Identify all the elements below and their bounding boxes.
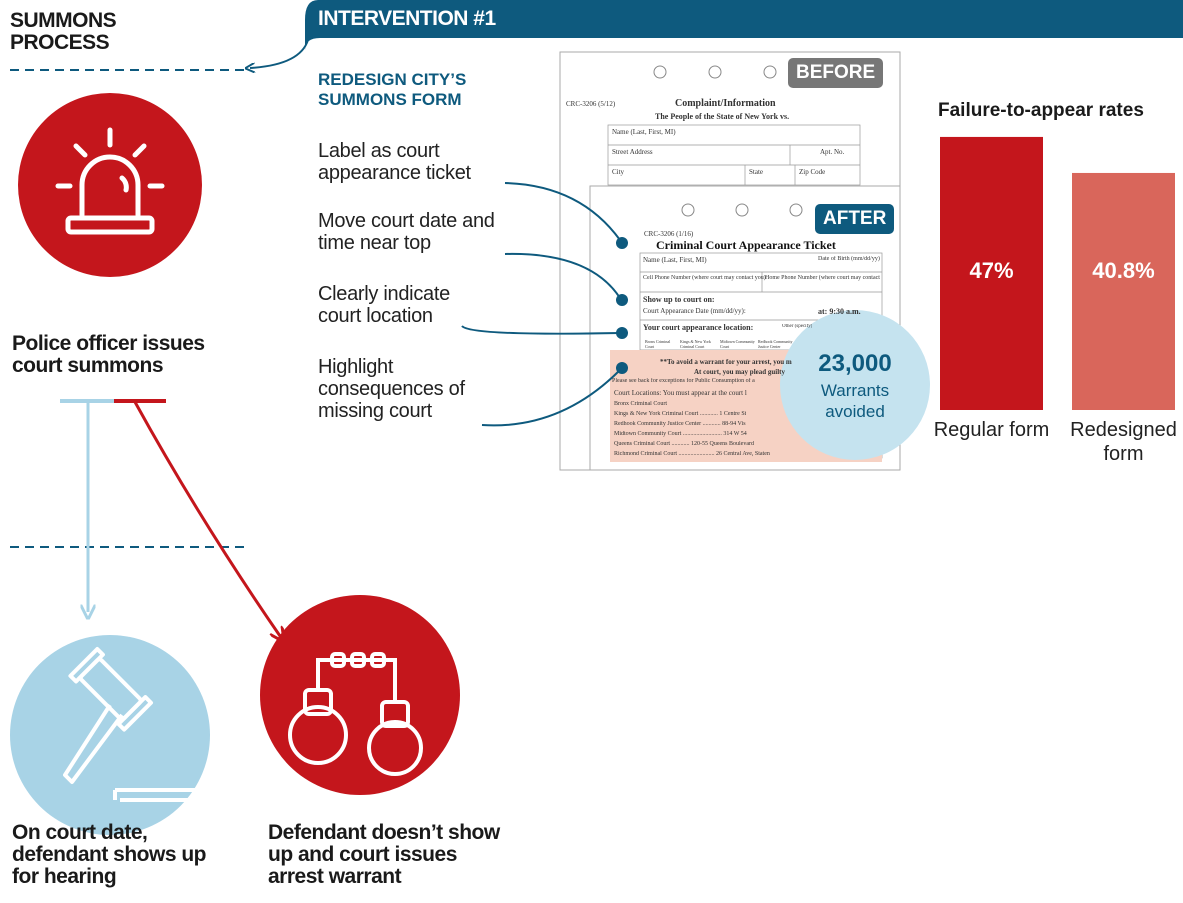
- form-field: Apt. No.: [820, 148, 844, 156]
- intervention-subtitle: REDESIGN CITY’S SUMMONS FORM: [318, 70, 493, 110]
- court-circle: [10, 635, 210, 835]
- form-field: Date of Birth (mm/dd/yy): [818, 256, 880, 262]
- outcome-label: On court date, defendant shows up for he…: [12, 822, 227, 888]
- outcome-label: Defendant doesn’t show up and court issu…: [268, 822, 513, 888]
- change-label: Move court date and time near top: [318, 210, 503, 254]
- form-field: Name (Last, First, MI): [612, 128, 676, 136]
- form-option: Redhook Community Justice Center: [758, 339, 798, 349]
- arrow: [250, 40, 308, 68]
- court-entry: Richmond Criminal Court ................…: [614, 451, 770, 457]
- form-code: CRC-3206 (5/12): [566, 100, 615, 108]
- form-field: Cell Phone Number (where court may conta…: [643, 275, 766, 281]
- form-subtitle: The People of the State of New York vs.: [655, 112, 789, 121]
- form-title: Complaint/Information: [675, 98, 776, 109]
- court-entry: Kings & New York Criminal Court ........…: [614, 411, 746, 417]
- graphics: [0, 0, 1183, 903]
- form-field: Zip Code: [799, 168, 825, 176]
- step-label: Police officer issues court summons: [12, 333, 252, 377]
- value-label: 40.8%: [1072, 258, 1175, 284]
- form-warning: Please see back for exceptions for Publi…: [612, 378, 755, 384]
- form-field: Street Address: [612, 148, 653, 156]
- chart-title: Failure-to-appear rates: [938, 100, 1144, 122]
- form-field: at: 9:30 a.m.: [818, 307, 861, 316]
- form-field: Court Appearance Date (mm/dd/yy):: [643, 307, 746, 315]
- court-entry: Queens Criminal Court ............ 120-5…: [614, 441, 754, 447]
- before-tag: BEFORE: [788, 58, 883, 88]
- court-entry: Bronx Criminal Court: [614, 401, 667, 407]
- siren-circle: [18, 93, 202, 277]
- form-option: Bronx Criminal Court: [645, 339, 675, 349]
- form-field: City: [612, 168, 624, 176]
- form-field: Other (specify): [782, 324, 812, 329]
- form-warning: **To avoid a warrant for your arrest, yo…: [660, 358, 792, 366]
- change-label: Label as court appearance ticket: [318, 140, 498, 184]
- after-tag: AFTER: [815, 204, 894, 234]
- value-label: 47%: [940, 258, 1043, 284]
- form-field: Your court appearance location:: [643, 323, 753, 332]
- court-entry: Redhook Community Justice Center .......…: [614, 421, 746, 427]
- stat-label: Warrants avoided: [815, 380, 895, 422]
- change-label: Highlight consequences of missing court: [318, 356, 478, 422]
- change-label: Clearly indicate court location: [318, 283, 468, 327]
- stat: 23,000 Warrants avoided: [780, 350, 930, 422]
- form-field: State: [749, 168, 763, 176]
- warrant-circle: [260, 595, 460, 795]
- form-option: Kings & New York Criminal Court: [680, 339, 715, 349]
- court-heading: Court Locations: You must appear at the …: [614, 389, 747, 397]
- category-label: Redesigned form: [1060, 418, 1183, 466]
- flow-arrow: [135, 402, 280, 636]
- form-field: Name (Last, First, MI): [643, 256, 707, 264]
- section-title: SUMMONS PROCESS: [10, 10, 160, 54]
- intervention-title: INTERVENTION #1: [318, 8, 496, 30]
- court-entry: Midtown Community Court ................…: [614, 431, 747, 437]
- bar: [1072, 173, 1175, 410]
- form-title: Criminal Court Appearance Ticket: [656, 238, 836, 253]
- form-field: Home Phone Number (where court may conta…: [765, 275, 881, 281]
- form-field: Show up to court on:: [643, 295, 715, 304]
- category-label: Regular form: [928, 418, 1055, 442]
- stat-value: 23,000: [780, 350, 930, 378]
- form-option: Midtown Community Court: [720, 339, 755, 349]
- infographic: SUMMONS PROCESS Police officer issues co…: [0, 0, 1183, 903]
- form-code: CRC-3206 (1/16): [644, 230, 693, 238]
- form-warning: At court, you may plead guilty: [694, 368, 785, 376]
